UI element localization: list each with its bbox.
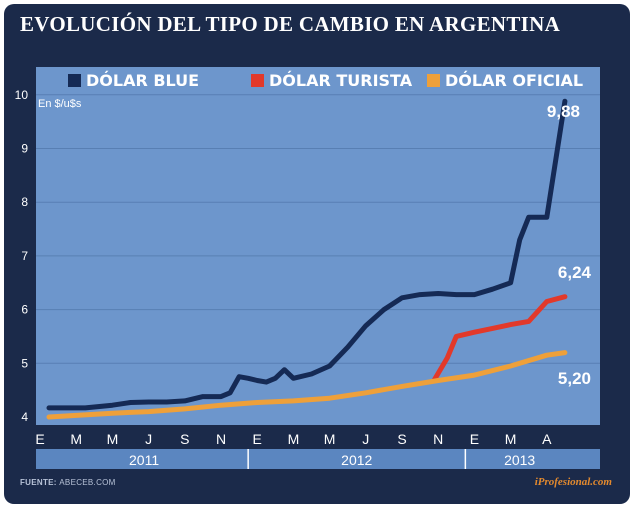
legend-label: DÓLAR BLUE [86, 71, 199, 90]
y-tick-label: 10 [15, 88, 29, 102]
legend-swatch [68, 74, 81, 87]
footer-brand: iProfesional.com [534, 476, 612, 488]
source-value: ABECEB.COM [59, 478, 116, 487]
y-tick-label: 5 [21, 356, 28, 370]
legend-label: DÓLAR OFICIAL [445, 71, 583, 90]
month-label: M [288, 431, 300, 447]
legend: DÓLAR BLUE DÓLAR TURISTA DÓLAR OFICIAL [68, 71, 583, 90]
year-label: 2013 [504, 452, 535, 468]
y-tick-label: 6 [21, 303, 28, 317]
y-axis-ticks: 4 5 6 7 8 9 10 [15, 88, 29, 424]
month-label: S [180, 431, 189, 447]
month-label: M [505, 431, 517, 447]
month-label: J [362, 431, 369, 447]
month-label: E [253, 431, 262, 447]
end-value-label: 9,88 [547, 102, 580, 121]
y-axis-label: En $/u$s [38, 98, 82, 110]
month-label: M [70, 431, 82, 447]
month-label: E [470, 431, 479, 447]
legend-label: DÓLAR TURISTA [269, 71, 413, 90]
end-value-label: 6,24 [558, 263, 592, 282]
month-label: E [35, 431, 44, 447]
y-tick-label: 9 [21, 142, 28, 156]
source-label: FUENTE: [20, 478, 57, 487]
series-line [432, 294, 568, 382]
month-label: M [324, 431, 336, 447]
legend-swatch [251, 74, 264, 87]
end-value-label: 5,20 [558, 369, 591, 388]
year-label: 2012 [341, 452, 372, 468]
end-value-labels: 9,88 6,24 5,20 [547, 102, 592, 388]
y-tick-label: 4 [21, 410, 28, 424]
month-label: N [216, 431, 226, 447]
legend-swatch [427, 74, 440, 87]
year-label: 2011 [129, 452, 159, 468]
x-axis-years: 2011 2012 2013 [36, 449, 600, 469]
month-label: S [397, 431, 406, 447]
chart-title: EVOLUCIÓN DEL TIPO DE CAMBIO EN ARGENTIN… [20, 12, 561, 36]
series-line [46, 98, 568, 411]
month-label: J [145, 431, 152, 447]
month-label: M [107, 431, 119, 447]
y-gridlines [36, 94, 600, 364]
month-label: A [542, 431, 552, 447]
month-label: N [433, 431, 443, 447]
footer-source: FUENTE: ABECEB.COM [20, 478, 116, 487]
year-band [36, 449, 600, 469]
series-line [46, 350, 568, 420]
y-tick-label: 7 [21, 249, 28, 263]
y-tick-label: 8 [21, 195, 28, 209]
series-lines [46, 98, 568, 420]
